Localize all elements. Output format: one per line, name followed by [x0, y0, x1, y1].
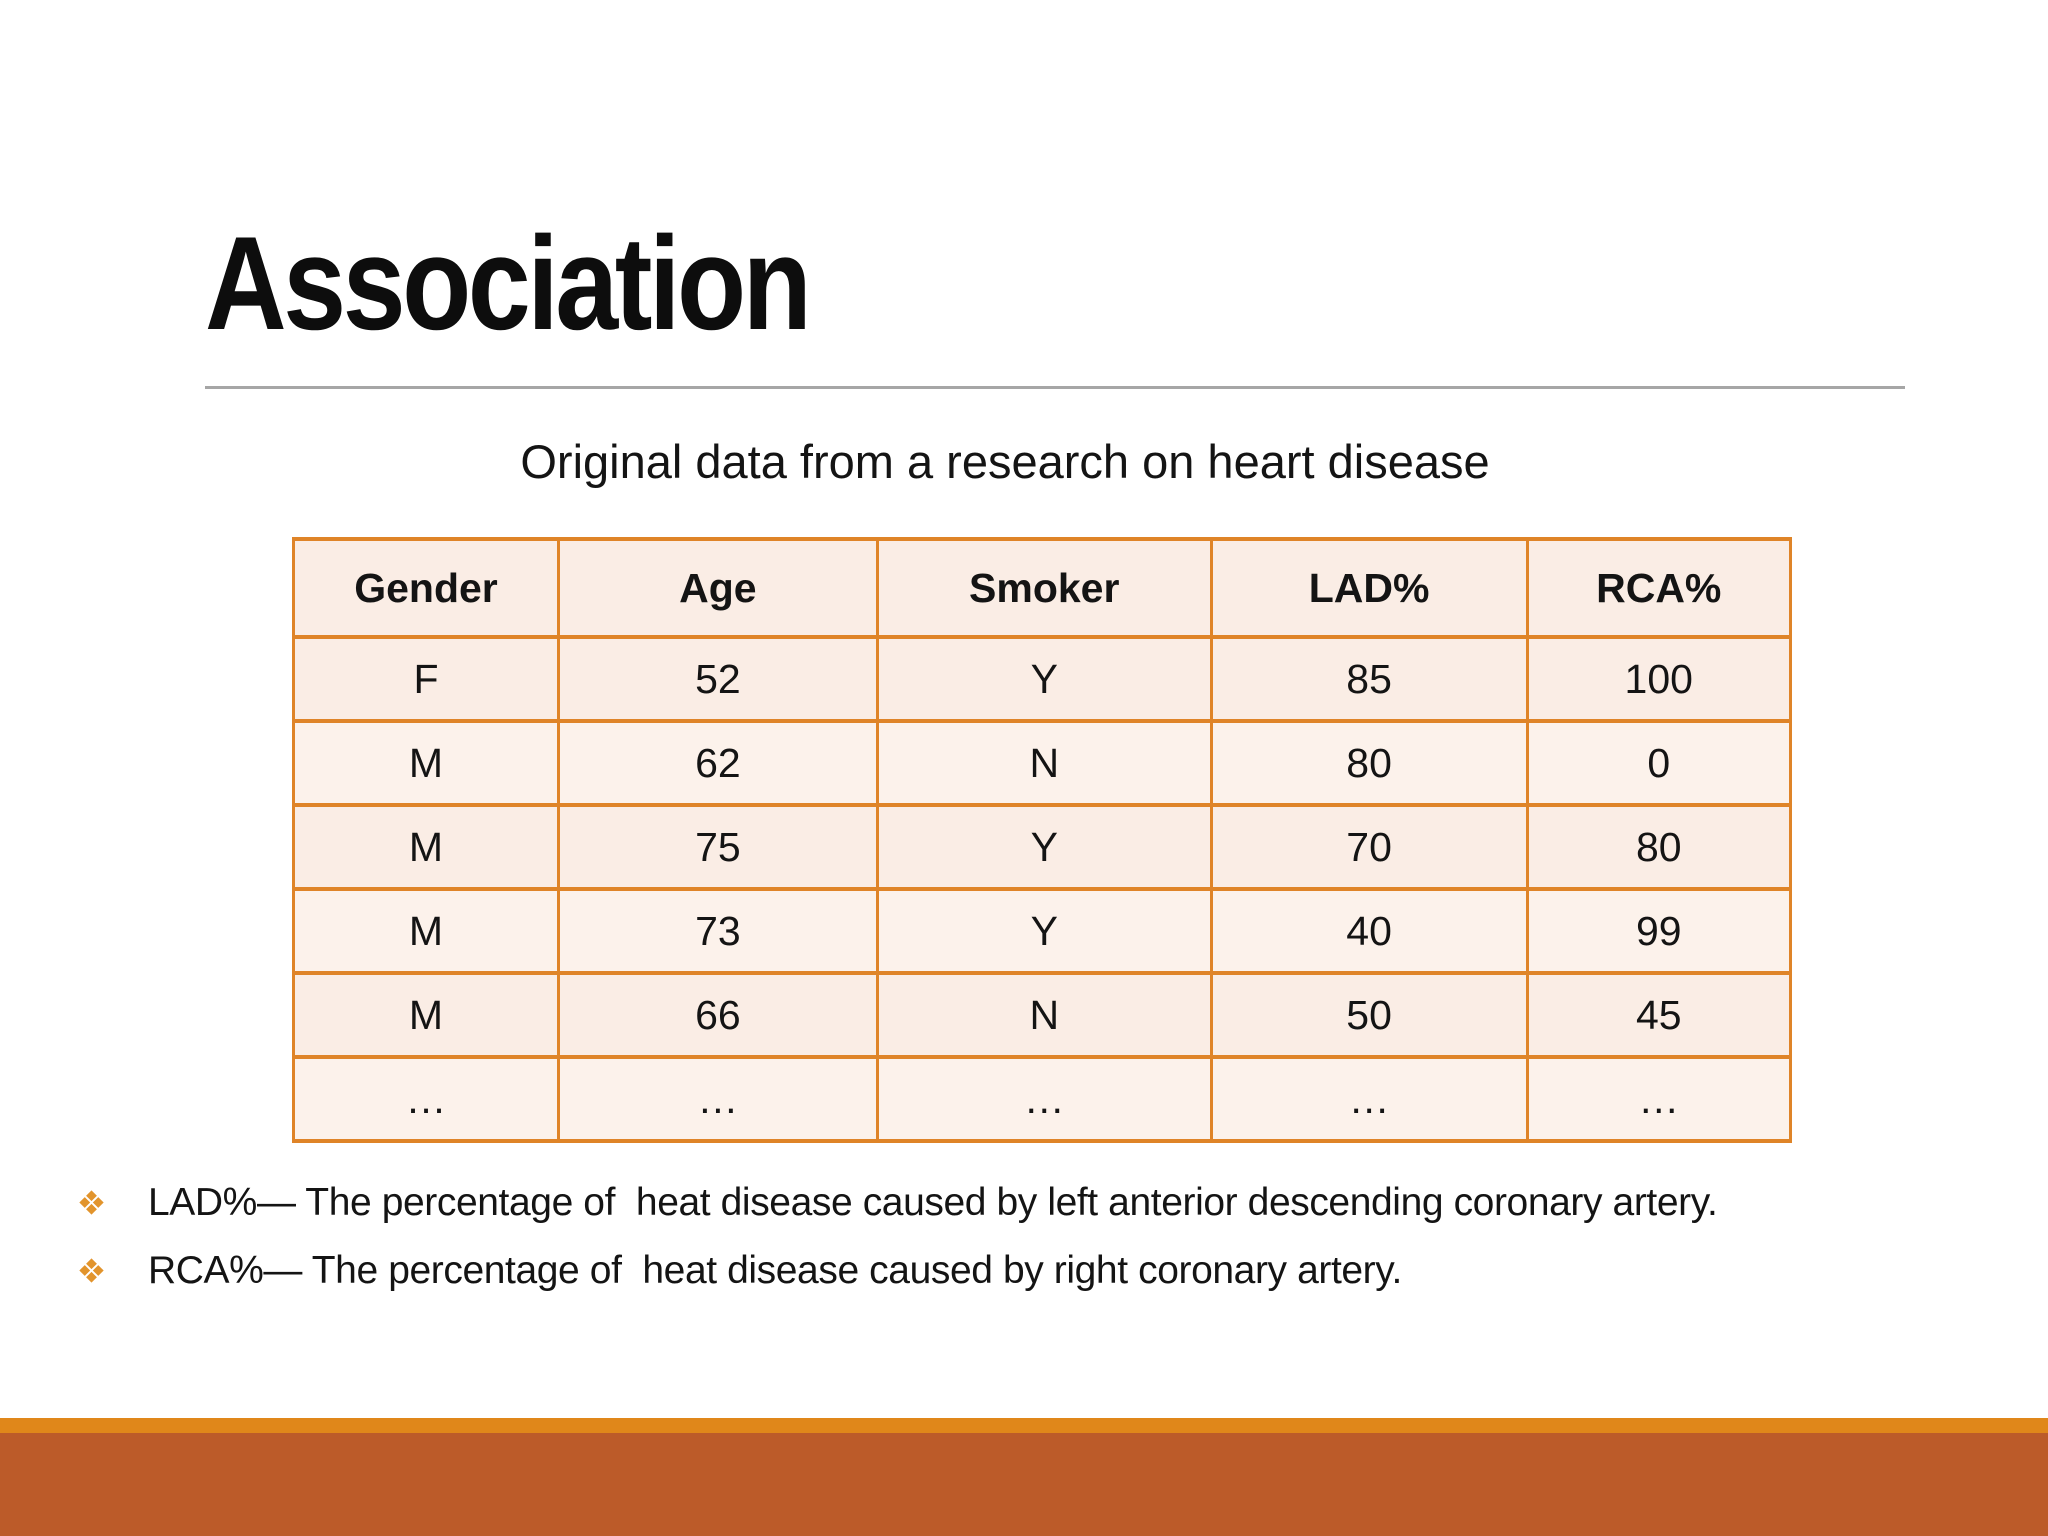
header-cell-gender: Gender: [292, 537, 560, 639]
header-cell-lad: LAD%: [1209, 537, 1529, 639]
table-row: ……………: [292, 1055, 1793, 1143]
table-cell: Y: [875, 803, 1213, 891]
table-cell: …: [556, 1055, 879, 1143]
table-cell: 62: [556, 719, 879, 807]
table-cell: 100: [1525, 635, 1793, 723]
table-row: M 66 N 50 45: [292, 971, 1793, 1059]
table-cell: Y: [875, 635, 1213, 723]
table-cell: 75: [556, 803, 879, 891]
footer-band: [0, 1433, 2048, 1536]
table-cell: M: [292, 719, 560, 807]
header-cell-age: Age: [556, 537, 879, 639]
table-cell: F: [292, 635, 560, 723]
table-cell: 85: [1209, 635, 1529, 723]
slide-title: Association: [205, 210, 812, 358]
bullet-item-rca: RCA%— The percentage of heat disease cau…: [78, 1251, 1402, 1290]
table-row: F 52 Y 85 100: [292, 635, 1793, 723]
table-cell: 52: [556, 635, 879, 723]
table-row: M 73 Y 40 99: [292, 887, 1793, 975]
table-cell: N: [875, 971, 1213, 1059]
table-cell: M: [292, 887, 560, 975]
table-cell: 80: [1525, 803, 1793, 891]
table-cell: 66: [556, 971, 879, 1059]
table-row: M 75 Y 70 80: [292, 803, 1793, 891]
table-cell: M: [292, 803, 560, 891]
table-cell: 80: [1209, 719, 1529, 807]
table-cell: 45: [1525, 971, 1793, 1059]
table-cell: N: [875, 719, 1213, 807]
table-container: Gender Age Smoker LAD% RCA% F 52 Y 85 100 M 62 N 80 0…: [292, 537, 1793, 1143]
table-cell: …: [875, 1055, 1213, 1143]
table-cell: M: [292, 971, 560, 1059]
table-row: M 62 N 80 0: [292, 719, 1793, 807]
table-cell: 70: [1209, 803, 1529, 891]
table-cell: Y: [875, 887, 1213, 975]
footer-accent-stripe: [0, 1418, 2048, 1433]
table-cell: 0: [1525, 719, 1793, 807]
table-cell: 73: [556, 887, 879, 975]
table-body: F 52 Y 85 100 M 62 N 80 0 M 75 Y 70 80 M 73 Y 40 99 M 66 N 50 45…: [292, 635, 1793, 1143]
table-cell: 50: [1209, 971, 1529, 1059]
data-table: Gender Age Smoker LAD% RCA% F 52 Y 85 100 M 62 N 80 0…: [292, 537, 1793, 1143]
bullet-text-lad: LAD%— The percentage of heat disease cau…: [148, 1181, 1718, 1224]
title-divider: [205, 386, 1905, 389]
bullet-text-rca: RCA%— The percentage of heat disease cau…: [148, 1249, 1402, 1292]
header-cell-smoker: Smoker: [875, 537, 1213, 639]
diamond-bullet-icon: [79, 1190, 104, 1215]
table-cell: 99: [1525, 887, 1793, 975]
table-caption: Original data from a research on heart d…: [520, 435, 1490, 488]
table-cell: …: [1209, 1055, 1529, 1143]
diamond-bullet-icon: [79, 1258, 104, 1283]
header-row: Gender Age Smoker LAD% RCA%: [292, 537, 1793, 639]
table-cell: …: [292, 1055, 560, 1143]
table-cell: …: [1525, 1055, 1793, 1143]
header-cell-rca: RCA%: [1525, 537, 1793, 639]
table-cell: 40: [1209, 887, 1529, 975]
bullet-item-lad: LAD%— The percentage of heat disease cau…: [78, 1181, 1718, 1224]
